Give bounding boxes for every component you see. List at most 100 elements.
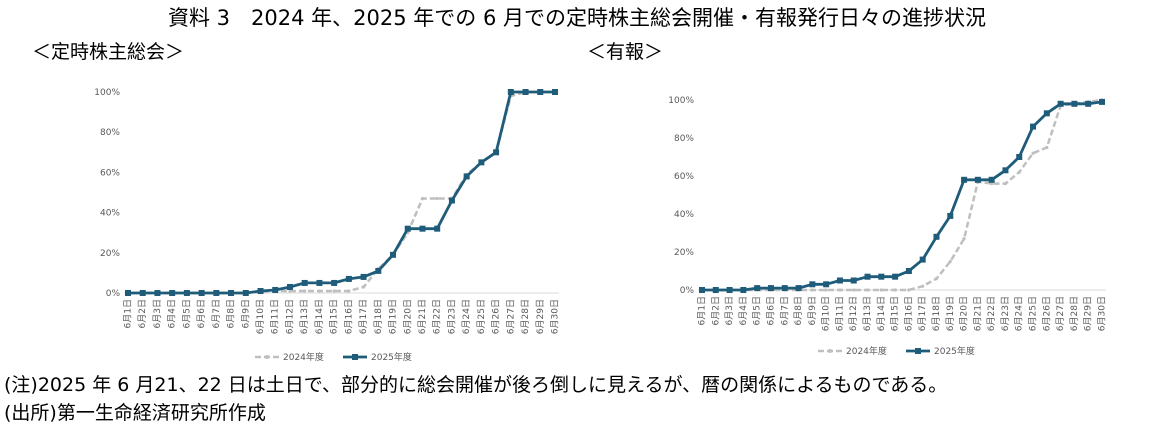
data-point-2025 (1099, 98, 1105, 105)
x-tick-label: 6月24日 (461, 299, 472, 334)
data-point-2025 (125, 290, 131, 296)
y-tick-label: 20% (674, 248, 694, 258)
x-tick-label: 6月28日 (1069, 296, 1080, 331)
x-tick-label: 6月6日 (765, 296, 776, 325)
data-point-2024 (865, 288, 870, 292)
data-point-2025 (864, 273, 871, 280)
data-point-2025 (213, 290, 220, 296)
x-tick-label: 6月26日 (1041, 296, 1052, 331)
data-point-2025 (493, 149, 500, 156)
x-tick-label: 6月3日 (152, 299, 163, 328)
data-point-2025 (228, 290, 235, 296)
data-point-2025 (272, 286, 279, 293)
legend-label-2024: 2024年度 (846, 345, 887, 357)
series-line-2025 (702, 100, 1103, 292)
x-tick-label: 6月19日 (945, 296, 956, 331)
data-point-2025 (988, 176, 995, 183)
data-point-2025 (795, 285, 802, 292)
x-tick-label: 6月28日 (520, 299, 531, 334)
x-tick-label: 6月14日 (876, 296, 887, 331)
x-tick-label: 6月9日 (807, 296, 818, 325)
data-point-2025 (740, 287, 747, 293)
data-point-2024 (852, 288, 856, 292)
data-point-2025 (198, 290, 205, 296)
x-tick-label: 6月27日 (505, 299, 516, 334)
data-point-2025 (419, 225, 426, 232)
y-tick-label: 60% (100, 168, 120, 178)
data-point-2025 (836, 277, 843, 284)
data-point-2024 (1017, 170, 1021, 174)
data-point-2024 (1045, 145, 1049, 150)
chart-subtitle-agm: ＜定時株主総会＞ (32, 41, 185, 63)
y-tick-label: 80% (674, 134, 694, 144)
x-tick-label: 6月29日 (1083, 296, 1094, 331)
legend-label-2025: 2025年度 (934, 345, 975, 357)
data-point-2025 (892, 273, 899, 280)
series-line-2024 (702, 98, 1103, 292)
x-tick-label: 6月5日 (752, 296, 763, 325)
data-point-2024 (288, 289, 292, 293)
x-tick-label: 6月11日 (834, 296, 845, 331)
data-point-2024 (303, 289, 307, 293)
agm-progress-chart: 0% 20% 40% 60% 80% 100% 6月1日 6月2日 6月3日 6月4日 6月5日 6月… (94, 88, 560, 363)
x-tick-label: 6月25日 (1028, 296, 1039, 331)
x-tick-label: 6月12日 (848, 296, 859, 331)
x-tick-label: 6月7日 (779, 296, 790, 325)
data-point-2024 (921, 284, 925, 288)
x-tick-label: 6月5日 (181, 299, 192, 328)
data-point-2024 (962, 237, 966, 241)
data-point-2025 (878, 273, 885, 280)
x-tick-label: 6月22日 (432, 299, 443, 334)
data-point-2025 (242, 290, 249, 296)
x-tick-label: 6月21日 (972, 296, 983, 331)
data-point-2025 (169, 290, 176, 296)
data-point-2025 (375, 267, 382, 274)
data-point-2025 (754, 285, 761, 292)
x-tick-label: 6月26日 (491, 299, 502, 334)
x-tick-label: 6月30日 (1097, 296, 1108, 331)
x-tick-label: 6月2日 (710, 296, 721, 325)
x-tick-label: 6月10日 (821, 296, 832, 331)
data-point-2025 (1002, 167, 1009, 174)
x-tick-label: 6月11日 (270, 299, 281, 334)
data-point-2024 (347, 289, 351, 293)
x-tick-label: 6月15日 (329, 299, 340, 334)
page-title: 資料 3 2024 年、2025 年での 6 月での定時株主総会開催・有報発行日… (168, 6, 986, 30)
x-tick-label: 6月8日 (226, 299, 237, 328)
data-point-2024 (879, 288, 883, 292)
x-tick-label: 6月25日 (476, 299, 487, 334)
legend-marker-2025 (915, 348, 921, 354)
data-point-2024 (810, 288, 814, 292)
data-point-2025 (823, 281, 830, 288)
data-point-2025 (478, 159, 485, 166)
y-tick-label: 40% (100, 209, 120, 219)
x-tick-label: 6月1日 (697, 296, 708, 325)
x-tick-label: 6月23日 (1000, 296, 1011, 331)
x-tick-label: 6月10日 (255, 299, 266, 334)
data-point-2025 (507, 89, 514, 95)
data-point-2025 (552, 89, 558, 95)
x-tick-label: 6月24日 (1014, 296, 1025, 331)
x-tick-label: 6月19日 (388, 299, 399, 334)
y-tick-label: 0% (106, 289, 121, 299)
x-tick-label: 6月6日 (196, 299, 207, 328)
data-point-2025 (434, 225, 441, 232)
x-tick-label: 6月27日 (1055, 296, 1066, 331)
data-point-2024 (435, 196, 439, 201)
data-point-2025 (919, 256, 926, 263)
x-tick-label: 6月7日 (211, 299, 222, 328)
series-line-2025 (128, 90, 555, 295)
data-point-2025 (183, 290, 190, 296)
x-tick-label: 6月29日 (535, 299, 546, 334)
data-point-2025 (933, 233, 940, 240)
data-point-2025 (257, 287, 264, 294)
x-tick-label: 6月17日 (917, 296, 928, 331)
x-tick-label: 6月12日 (284, 299, 295, 334)
data-point-2025 (154, 290, 161, 296)
data-point-2025 (1085, 100, 1092, 107)
x-tick-label: 6月20日 (402, 299, 413, 334)
data-point-2025 (316, 279, 323, 286)
x-tick-label: 6月13日 (862, 296, 873, 331)
x-tick-label: 6月3日 (724, 296, 735, 325)
footnote: (注)2025 年 6 月21、22 日は土日で、部分的に総会開催が後ろ倒しに見… (4, 374, 948, 396)
